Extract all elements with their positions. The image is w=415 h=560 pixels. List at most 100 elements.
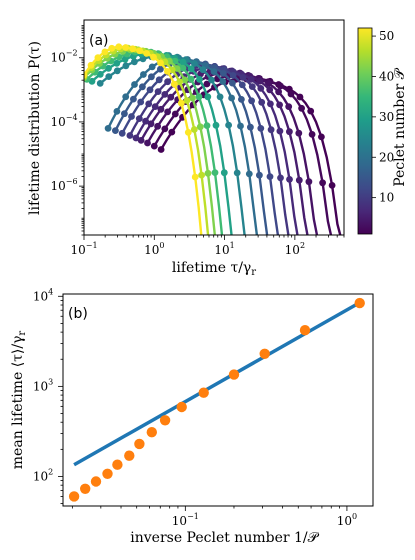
data-point (265, 79, 272, 87)
colorbar-tick-label: 10 (379, 191, 394, 205)
data-point (285, 103, 293, 110)
data-point (219, 78, 227, 85)
x-tick-label-a: 102 (285, 241, 305, 257)
colorbar-tick-label: 20 (379, 150, 394, 164)
data-point (187, 75, 195, 83)
colorbar-label: Peclet number 𝒫 (392, 67, 408, 186)
y-tick-label-a: 10−6 (50, 177, 77, 193)
data-point (104, 124, 112, 132)
data-point (191, 173, 199, 181)
data-point (154, 122, 162, 130)
data-point (113, 108, 121, 115)
data-point (102, 468, 113, 479)
data-point (266, 173, 274, 181)
data-point (298, 104, 305, 112)
data-point (108, 44, 116, 52)
y-axis-label-b: mean lifetime ⟨τ⟩/γr (10, 331, 28, 470)
data-point (137, 137, 145, 144)
data-point (144, 139, 151, 147)
data-point (90, 476, 102, 487)
data-point (126, 132, 134, 139)
data-point (275, 88, 282, 96)
panel-a: 10−1 100 101 102 10−2 10−4 10−6 (a) lifetime τ… (27, 19, 408, 278)
data-point (277, 82, 284, 90)
data-point (171, 110, 179, 118)
data-point (131, 81, 138, 88)
data-point (228, 94, 236, 102)
data-point (211, 169, 219, 177)
data-point (151, 103, 159, 110)
data-point (155, 76, 163, 84)
data-point (135, 115, 143, 122)
data-point (134, 438, 145, 450)
data-point (145, 100, 153, 108)
data-point (137, 98, 145, 106)
data-point (157, 105, 165, 113)
data-point (198, 171, 206, 179)
lifetime-distribution-series (84, 43, 342, 248)
data-point (198, 387, 209, 398)
data-point (139, 83, 146, 91)
data-point (212, 121, 220, 129)
data-point (183, 97, 191, 104)
data-point (112, 127, 119, 134)
data-point (105, 64, 112, 72)
data-point (184, 129, 192, 136)
series-pe-19 (104, 54, 259, 235)
data-point (220, 169, 228, 177)
data-point (88, 77, 96, 85)
data-point (206, 241, 213, 248)
colorbar-tick-label: 30 (379, 110, 394, 124)
panel-b: 10−1 100 102 103 104 (b) inverse Peclet numb… (10, 287, 374, 546)
data-point (330, 241, 337, 248)
data-point (154, 88, 162, 95)
data-point (247, 123, 254, 131)
data-point (157, 59, 164, 67)
data-point (256, 171, 263, 179)
data-point (129, 45, 137, 53)
data-point (161, 91, 169, 98)
y-tick-label-b: 103 (33, 377, 53, 393)
data-point (225, 121, 233, 129)
data-point (94, 54, 102, 61)
data-point (216, 93, 224, 101)
data-point (276, 241, 283, 248)
data-point (84, 71, 88, 79)
data-point (259, 348, 270, 359)
data-point (229, 79, 236, 87)
x-axis-label-a: lifetime τ/γr (172, 260, 256, 278)
colorbar-tick-label: 40 (379, 69, 394, 83)
data-point (242, 241, 249, 248)
data-point (196, 76, 203, 83)
data-point (233, 169, 241, 177)
data-point (164, 78, 172, 86)
data-point (196, 123, 204, 131)
data-point (210, 68, 218, 75)
data-point (286, 128, 293, 136)
data-point (168, 128, 176, 136)
series-pe-52 (84, 43, 203, 235)
data-point (177, 99, 185, 107)
data-point (248, 83, 256, 90)
data-point (159, 415, 171, 426)
data-point (136, 47, 144, 55)
data-point (238, 81, 246, 89)
data-point (237, 122, 244, 130)
data-point (176, 78, 184, 86)
data-point (287, 90, 295, 98)
data-point (239, 74, 247, 81)
data-point (187, 65, 195, 73)
data-point (132, 134, 140, 142)
data-point (307, 107, 315, 115)
panel-label-a: (a) (89, 33, 109, 49)
data-point (305, 178, 313, 186)
data-point (319, 179, 326, 187)
data-point (122, 62, 130, 70)
data-point (267, 126, 275, 134)
data-point (220, 70, 227, 77)
x-tick-label-a: 100 (144, 241, 164, 257)
data-point (308, 131, 316, 138)
data-point (276, 127, 284, 135)
data-point (257, 124, 265, 132)
data-point (105, 73, 113, 80)
